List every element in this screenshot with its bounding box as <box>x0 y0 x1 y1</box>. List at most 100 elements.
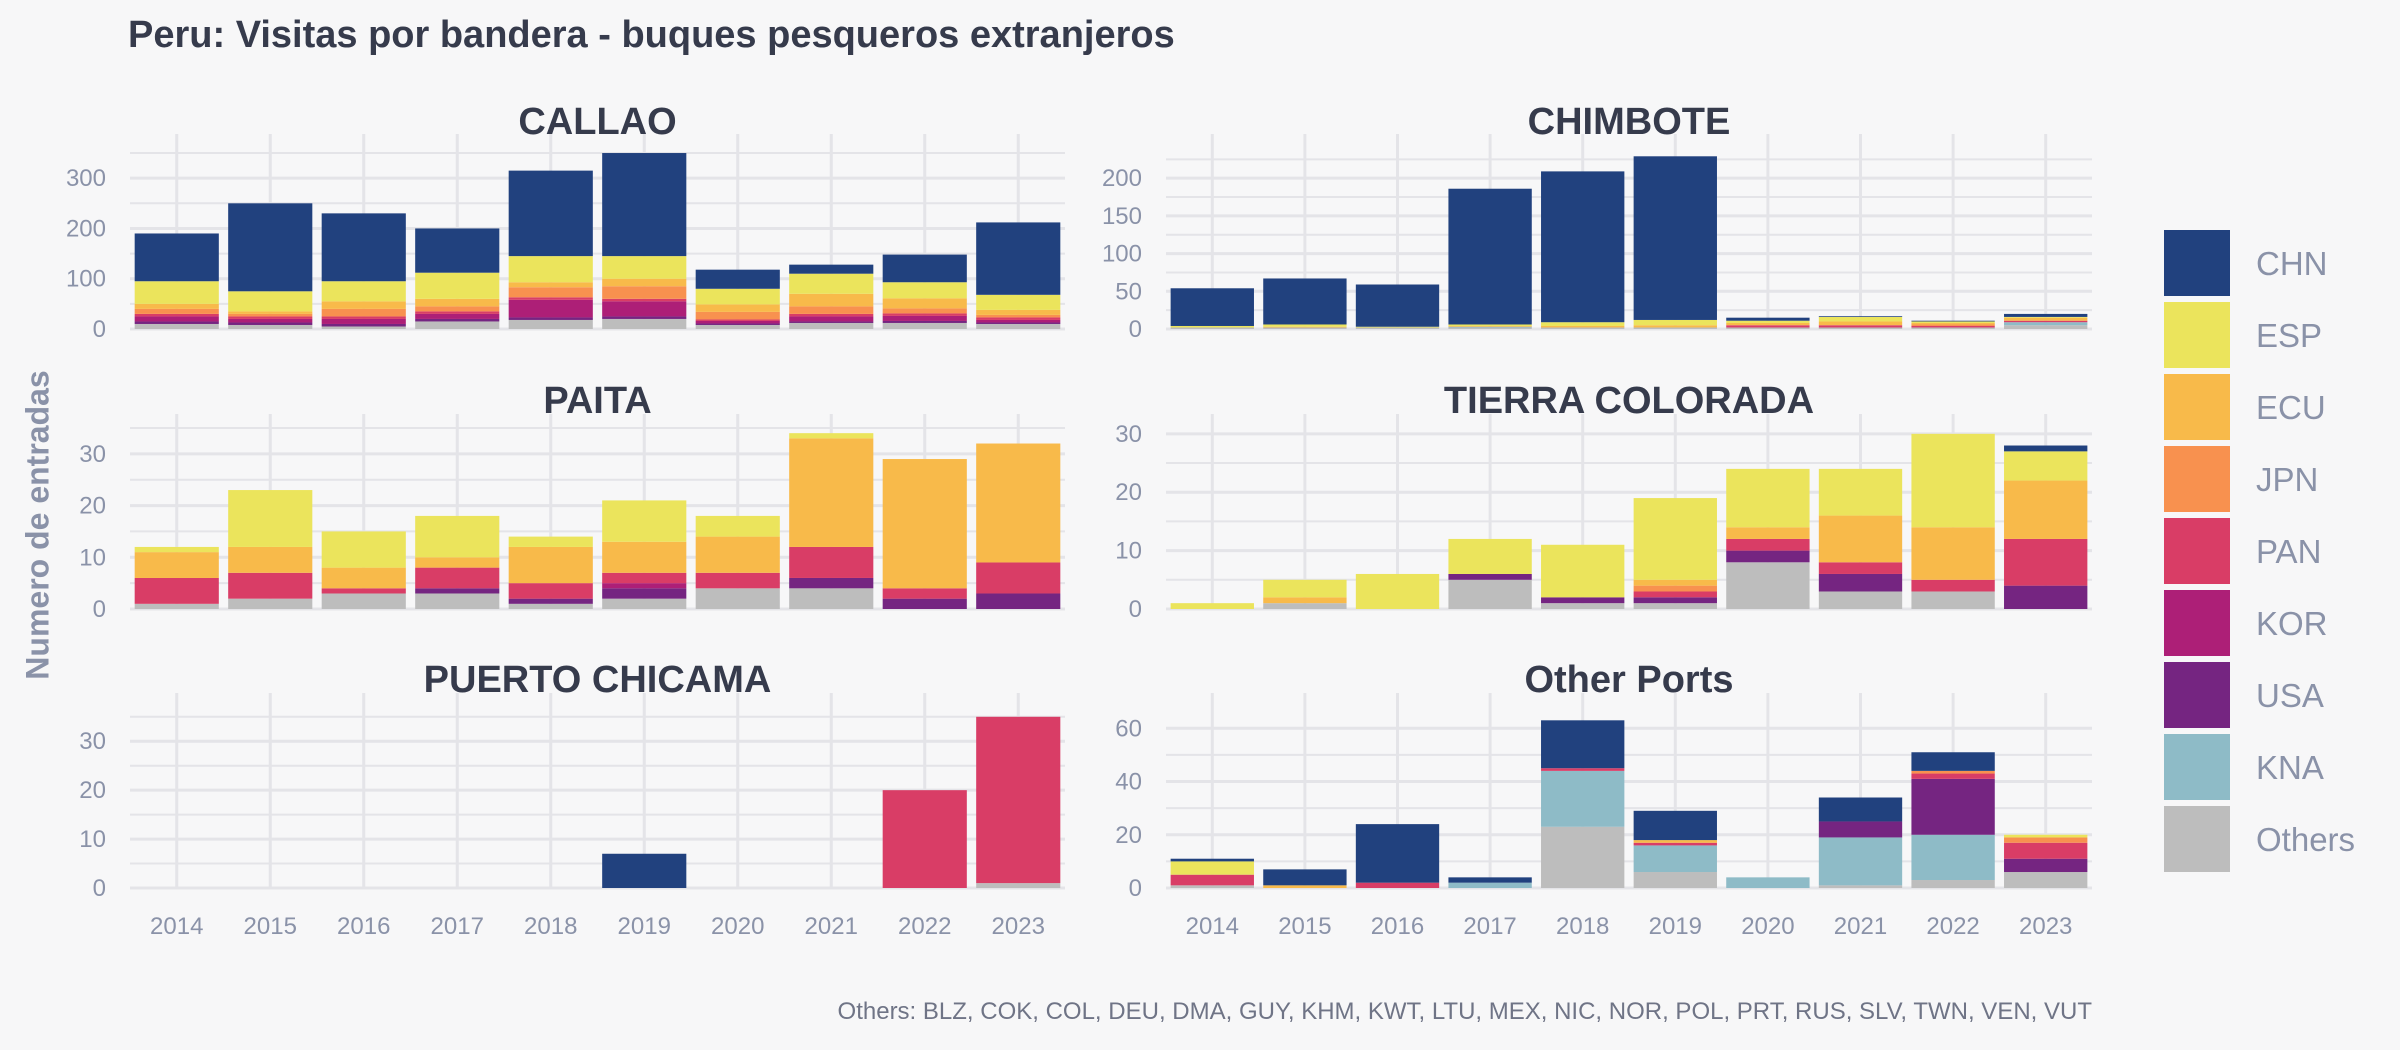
bar-chimbote-2018-chn <box>1541 171 1625 323</box>
bar-puerto-chicama-2023-pan <box>976 716 1061 884</box>
bar-paita-2021-pan <box>789 546 874 578</box>
bar-chimbote-2023-others <box>2004 325 2088 329</box>
bar-other-ports-2022-others <box>1911 880 1995 888</box>
bar-paita-2019-usa <box>602 588 687 599</box>
x-tick-label: 2020 <box>1741 913 1794 940</box>
bar-paita-2023-usa <box>976 593 1061 609</box>
bar-callao-2020-esp <box>695 288 780 305</box>
bar-tierra-colorada-2019-jpn <box>1633 585 1717 592</box>
bar-paita-2014-others <box>134 603 219 609</box>
y-tick-label: 60 <box>1115 715 1142 742</box>
bar-callao-2022-pan <box>882 313 967 316</box>
bar-other-ports-2018-pan <box>1541 768 1625 771</box>
legend-swatch <box>2164 374 2230 440</box>
legend-label: Others <box>2256 821 2356 858</box>
bar-callao-2022-chn <box>882 254 967 283</box>
bar-paita-2018-others <box>508 603 593 609</box>
bar-callao-2021-kor <box>789 316 874 322</box>
bar-chimbote-2023-ecu <box>2004 317 2088 321</box>
bar-callao-2020-jpn <box>695 311 780 320</box>
legend-item-jpn: JPN <box>2164 446 2400 512</box>
panel-title-chimbote: CHIMBOTE <box>1528 101 1731 143</box>
bar-other-ports-2023-others <box>2004 872 2088 888</box>
y-tick-label: 20 <box>1115 822 1142 849</box>
y-tick-label: 0 <box>93 316 106 343</box>
bar-callao-2016-pan <box>321 316 406 319</box>
bar-callao-2016-others <box>321 326 406 329</box>
bar-other-ports-2014-esp <box>1170 861 1254 875</box>
bar-callao-2021-usa <box>789 321 874 323</box>
bar-other-ports-2014-pan <box>1170 874 1254 886</box>
bar-chimbote-2017-esp <box>1448 324 1532 326</box>
y-tick-label: 300 <box>66 165 106 192</box>
bar-callao-2020-others <box>695 324 780 329</box>
bar-callao-2023-chn <box>976 222 1061 295</box>
bar-paita-2016-ecu <box>321 567 406 589</box>
bar-paita-2021-others <box>789 588 874 609</box>
x-tick-label: 2023 <box>992 913 1045 940</box>
panel-paita: PAITA 0 10 20 30 <box>79 380 1065 623</box>
bar-chimbote-2023-pan <box>2004 320 2088 323</box>
x-tick-label: 2022 <box>898 913 951 940</box>
bar-tierra-colorada-2023-usa <box>2004 585 2088 609</box>
bar-chimbote-2015-chn <box>1263 278 1347 325</box>
bar-puerto-chicama-2023-others <box>976 883 1061 888</box>
bar-other-ports-2018-chn <box>1541 720 1625 769</box>
bar-chimbote-2022-esp <box>1911 321 1995 323</box>
bar-chimbote-2021-esp <box>1818 316 1903 322</box>
bar-tierra-colorada-2021-usa <box>1818 573 1903 592</box>
legend-swatch <box>2164 230 2230 296</box>
bar-paita-2019-kor <box>602 583 687 589</box>
legend-label: JPN <box>2256 461 2319 498</box>
bar-callao-2014-others <box>134 323 219 329</box>
bar-callao-2017-pan <box>415 311 500 314</box>
bar-chimbote-2016-others <box>1355 327 1440 329</box>
bar-callao-2017-usa <box>415 318 500 322</box>
bar-paita-2021-esp <box>789 433 874 439</box>
bar-callao-2021-ecu <box>789 293 874 307</box>
chart-title: Peru: Visitas por bandera - buques pesqu… <box>128 14 1175 56</box>
bar-callao-2015-jpn <box>228 313 313 317</box>
bar-callao-2020-usa <box>695 323 780 325</box>
bar-callao-2019-jpn <box>602 286 687 299</box>
bar-tierra-colorada-2020-usa <box>1726 550 1810 563</box>
bar-paita-2019-ecu <box>602 541 687 573</box>
bar-tierra-colorada-2019-ecu <box>1633 579 1717 586</box>
bar-chimbote-2020-ecu <box>1726 322 1810 326</box>
bar-tierra-colorada-2019-pan <box>1633 591 1717 598</box>
bar-chimbote-2021-ecu <box>1818 321 1903 326</box>
bar-tierra-colorada-2021-ecu <box>1818 515 1903 563</box>
bar-callao-2019-usa <box>602 316 687 319</box>
y-tick-label: 10 <box>1115 538 1142 565</box>
bar-callao-2023-ecu <box>976 309 1061 315</box>
bar-callao-2014-ecu <box>134 303 219 309</box>
bar-tierra-colorada-2020-pan <box>1726 538 1810 551</box>
bar-callao-2022-ecu <box>882 298 967 309</box>
bar-callao-2020-kor <box>695 320 780 324</box>
bar-other-ports-2022-chn <box>1911 752 1995 771</box>
x-tick-label: 2021 <box>805 913 858 940</box>
panel-title-other-ports: Other Ports <box>1524 659 1733 701</box>
legend-item-usa: USA <box>2164 662 2400 728</box>
bar-callao-2023-others <box>976 323 1061 329</box>
bar-paita-2014-esp <box>134 546 219 553</box>
bar-other-ports-2023-jpn <box>2004 837 2088 843</box>
legend-label: PAN <box>2256 533 2322 570</box>
bar-other-ports-2022-kna <box>1911 834 1995 881</box>
bar-callao-2015-others <box>228 324 313 329</box>
bar-callao-2021-pan <box>789 313 874 317</box>
bar-callao-2015-usa <box>228 322 313 325</box>
legend-swatch <box>2164 590 2230 656</box>
y-tick-label: 30 <box>79 728 106 755</box>
bar-tierra-colorada-2016-esp <box>1355 573 1440 609</box>
panel-callao: CALLAO 0 100 200 300 <box>66 101 1065 343</box>
bar-paita-2023-ecu <box>976 443 1061 563</box>
bar-callao-2014-pan <box>134 313 219 317</box>
bar-other-ports-2023-usa <box>2004 858 2088 873</box>
legend-swatch <box>2164 518 2230 584</box>
bar-other-ports-2019-pan <box>1633 842 1717 846</box>
y-tick-label: 100 <box>66 266 106 293</box>
bar-other-ports-2017-chn <box>1448 877 1532 883</box>
bar-other-ports-2015-chn <box>1263 869 1347 886</box>
bar-chimbote-2020-others <box>1726 327 1810 329</box>
